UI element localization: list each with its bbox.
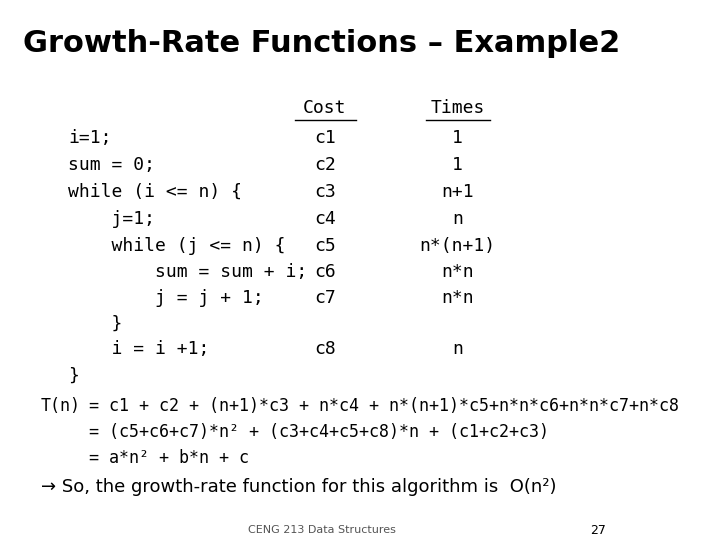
Text: = (c5+c6+c7)*n² + (c3+c4+c5+c8)*n + (c1+c2+c3): = (c5+c6+c7)*n² + (c3+c4+c5+c8)*n + (c1+… [89, 423, 549, 441]
Text: n: n [452, 340, 463, 359]
Text: c8: c8 [314, 340, 336, 359]
Text: n: n [452, 210, 463, 228]
Text: c3: c3 [314, 183, 336, 201]
Text: → So, the growth-rate function for this algorithm is  O(n²): → So, the growth-rate function for this … [41, 478, 557, 496]
Text: c5: c5 [314, 237, 336, 255]
Text: j=1;: j=1; [68, 210, 155, 228]
Text: T(n): T(n) [41, 397, 81, 415]
Text: = c1 + c2 + (n+1)*c3 + n*c4 + n*(n+1)*c5+n*n*c6+n*n*c7+n*c8: = c1 + c2 + (n+1)*c3 + n*c4 + n*(n+1)*c5… [89, 397, 679, 415]
Text: i=1;: i=1; [68, 129, 112, 147]
Text: 27: 27 [590, 524, 606, 537]
Text: c4: c4 [314, 210, 336, 228]
Text: Cost: Cost [303, 99, 346, 117]
Text: n*n: n*n [441, 288, 474, 307]
Text: c6: c6 [314, 262, 336, 281]
Text: 1: 1 [452, 156, 463, 174]
Text: }: } [68, 366, 78, 384]
Text: i = i +1;: i = i +1; [68, 340, 210, 359]
Text: CENG 213 Data Structures: CENG 213 Data Structures [248, 525, 396, 535]
Text: n*n: n*n [441, 262, 474, 281]
Text: Times: Times [431, 99, 485, 117]
Text: c7: c7 [314, 288, 336, 307]
Text: Growth-Rate Functions – Example2: Growth-Rate Functions – Example2 [23, 29, 621, 58]
Text: = a*n² + b*n + c: = a*n² + b*n + c [89, 449, 249, 467]
Text: sum = sum + i;: sum = sum + i; [68, 262, 307, 281]
Text: j = j + 1;: j = j + 1; [68, 288, 264, 307]
Text: while (j <= n) {: while (j <= n) { [68, 237, 285, 255]
Text: c1: c1 [314, 129, 336, 147]
Text: n*(n+1): n*(n+1) [420, 237, 496, 255]
Text: 1: 1 [452, 129, 463, 147]
Text: c2: c2 [314, 156, 336, 174]
Text: }: } [68, 314, 122, 333]
Text: sum = 0;: sum = 0; [68, 156, 155, 174]
Text: while (i <= n) {: while (i <= n) { [68, 183, 242, 201]
Text: n+1: n+1 [441, 183, 474, 201]
